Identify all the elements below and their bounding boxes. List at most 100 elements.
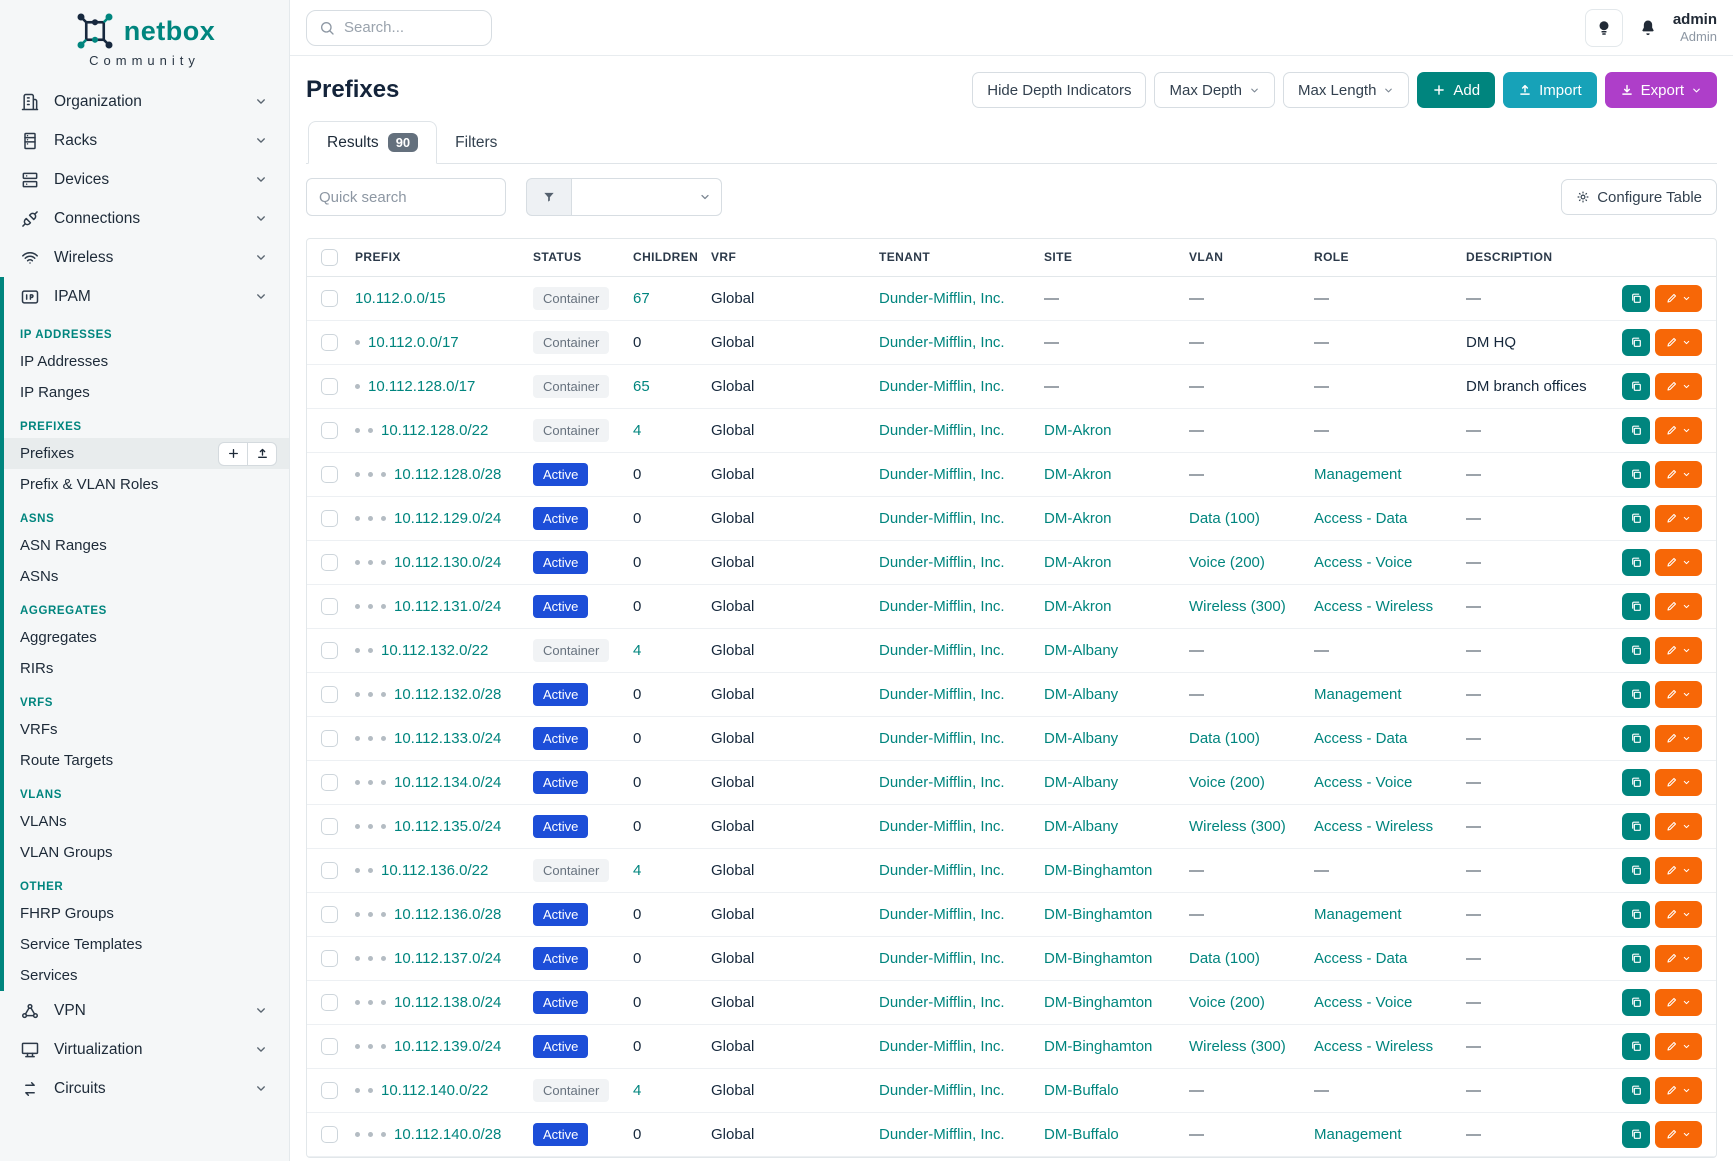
sidebar-item-vlan-groups[interactable]: VLAN Groups: [4, 837, 289, 868]
edit-dropdown-button[interactable]: [1655, 856, 1702, 884]
tenant-link[interactable]: Dunder-Mifflin, Inc.: [879, 861, 1005, 879]
edit-dropdown-button[interactable]: [1655, 680, 1702, 708]
max-length-dropdown[interactable]: Max Length: [1283, 72, 1410, 108]
tenant-link[interactable]: Dunder-Mifflin, Inc.: [879, 1037, 1005, 1055]
row-checkbox[interactable]: [321, 773, 338, 791]
tenant-link[interactable]: Dunder-Mifflin, Inc.: [879, 641, 1005, 659]
site-link[interactable]: DM-Binghamton: [1044, 1037, 1153, 1055]
global-search-input[interactable]: [344, 19, 479, 36]
copy-button[interactable]: [1622, 724, 1650, 752]
site-link[interactable]: DM-Albany: [1044, 729, 1119, 747]
copy-button[interactable]: [1622, 900, 1650, 928]
site-link[interactable]: DM-Buffalo: [1044, 1125, 1119, 1143]
vlan-link[interactable]: Wireless (300): [1189, 817, 1286, 835]
max-depth-dropdown[interactable]: Max Depth: [1154, 72, 1276, 108]
vlan-link[interactable]: Wireless (300): [1189, 597, 1286, 615]
sidebar-item-ipam[interactable]: IPAM: [4, 277, 289, 316]
copy-button[interactable]: [1622, 504, 1650, 532]
edit-dropdown-button[interactable]: [1655, 944, 1702, 972]
prefix-link[interactable]: 10.112.132.0/28: [394, 685, 502, 703]
add-button[interactable]: Add: [1417, 72, 1496, 108]
sidebar-item-asns[interactable]: ASNs: [4, 561, 289, 592]
edit-dropdown-button[interactable]: [1655, 636, 1702, 664]
row-checkbox[interactable]: [321, 465, 338, 483]
copy-button[interactable]: [1622, 856, 1650, 884]
edit-dropdown-button[interactable]: [1655, 592, 1702, 620]
vlan-link[interactable]: Data (100): [1189, 949, 1260, 967]
prefix-link[interactable]: 10.112.134.0/24: [394, 773, 502, 791]
copy-button[interactable]: [1622, 988, 1650, 1016]
sidebar-item-services[interactable]: Services: [4, 960, 289, 991]
column-header-role[interactable]: ROLE: [1314, 239, 1466, 277]
copy-button[interactable]: [1622, 460, 1650, 488]
edit-dropdown-button[interactable]: [1655, 372, 1702, 400]
children-count-link[interactable]: 65: [633, 377, 650, 395]
prefix-link[interactable]: 10.112.137.0/24: [394, 949, 502, 967]
row-checkbox[interactable]: [321, 597, 338, 615]
filter-button[interactable]: [526, 178, 572, 216]
sidebar-item-circuits[interactable]: Circuits: [0, 1069, 289, 1108]
sidebar-item-connections[interactable]: Connections: [0, 199, 289, 238]
edit-dropdown-button[interactable]: [1655, 1076, 1702, 1104]
select-all-checkbox[interactable]: [321, 248, 338, 266]
prefix-link[interactable]: 10.112.138.0/24: [394, 993, 502, 1011]
vlan-link[interactable]: Voice (200): [1189, 553, 1265, 571]
row-checkbox[interactable]: [321, 509, 338, 527]
tenant-link[interactable]: Dunder-Mifflin, Inc.: [879, 333, 1005, 351]
row-checkbox[interactable]: [321, 289, 338, 307]
copy-button[interactable]: [1622, 548, 1650, 576]
site-link[interactable]: DM-Albany: [1044, 641, 1119, 659]
edit-dropdown-button[interactable]: [1655, 284, 1702, 312]
sidebar-item-prefix-vlan-roles[interactable]: Prefix & VLAN Roles: [4, 469, 289, 500]
sidebar-item-prefixes[interactable]: Prefixes: [4, 438, 289, 469]
column-header-tenant[interactable]: TENANT: [879, 239, 1044, 277]
copy-button[interactable]: [1622, 1120, 1650, 1148]
site-link[interactable]: DM-Akron: [1044, 421, 1112, 439]
role-link[interactable]: Management: [1314, 905, 1402, 923]
copy-button[interactable]: [1622, 812, 1650, 840]
tab-filters[interactable]: Filters: [455, 134, 498, 151]
tenant-link[interactable]: Dunder-Mifflin, Inc.: [879, 597, 1005, 615]
children-count-link[interactable]: 4: [633, 861, 642, 879]
role-link[interactable]: Access - Voice: [1314, 993, 1413, 1011]
column-header-vrf[interactable]: VRF: [711, 239, 879, 277]
vlan-link[interactable]: Data (100): [1189, 729, 1260, 747]
edit-dropdown-button[interactable]: [1655, 1032, 1702, 1060]
role-link[interactable]: Access - Data: [1314, 729, 1408, 747]
configure-table-button[interactable]: Configure Table: [1561, 179, 1717, 215]
role-link[interactable]: Management: [1314, 465, 1402, 483]
sidebar-item-vpn[interactable]: VPN: [0, 991, 289, 1030]
sidebar-item-ip-addresses[interactable]: IP Addresses: [4, 346, 289, 377]
sidebar-item-ip-ranges[interactable]: IP Ranges: [4, 377, 289, 408]
quick-search-input[interactable]: [306, 178, 506, 216]
tenant-link[interactable]: Dunder-Mifflin, Inc.: [879, 905, 1005, 923]
role-link[interactable]: Management: [1314, 685, 1402, 703]
export-dropdown-button[interactable]: Export: [1604, 72, 1717, 108]
tenant-link[interactable]: Dunder-Mifflin, Inc.: [879, 949, 1005, 967]
copy-button[interactable]: [1622, 328, 1650, 356]
role-link[interactable]: Access - Data: [1314, 509, 1408, 527]
copy-button[interactable]: [1622, 1076, 1650, 1104]
row-checkbox[interactable]: [321, 685, 338, 703]
edit-dropdown-button[interactable]: [1655, 724, 1702, 752]
copy-button[interactable]: [1622, 636, 1650, 664]
site-link[interactable]: DM-Akron: [1044, 553, 1112, 571]
tenant-link[interactable]: Dunder-Mifflin, Inc.: [879, 465, 1005, 483]
hide-depth-indicators-button[interactable]: Hide Depth Indicators: [972, 72, 1147, 108]
add-prefix-button[interactable]: [218, 441, 248, 466]
sidebar-item-racks[interactable]: Racks: [0, 121, 289, 160]
edit-dropdown-button[interactable]: [1655, 988, 1702, 1016]
row-checkbox[interactable]: [321, 1081, 338, 1099]
site-link[interactable]: DM-Albany: [1044, 773, 1119, 791]
prefix-link[interactable]: 10.112.136.0/28: [394, 905, 502, 923]
edit-dropdown-button[interactable]: [1655, 460, 1702, 488]
column-header-prefix[interactable]: PREFIX: [355, 239, 533, 277]
prefix-link[interactable]: 10.112.132.0/22: [381, 641, 489, 659]
vlan-link[interactable]: Wireless (300): [1189, 1037, 1286, 1055]
copy-button[interactable]: [1622, 944, 1650, 972]
prefix-link[interactable]: 10.112.140.0/22: [381, 1081, 489, 1099]
copy-button[interactable]: [1622, 372, 1650, 400]
row-checkbox[interactable]: [321, 861, 338, 879]
prefix-link[interactable]: 10.112.135.0/24: [394, 817, 502, 835]
import-button[interactable]: Import: [1503, 72, 1597, 108]
